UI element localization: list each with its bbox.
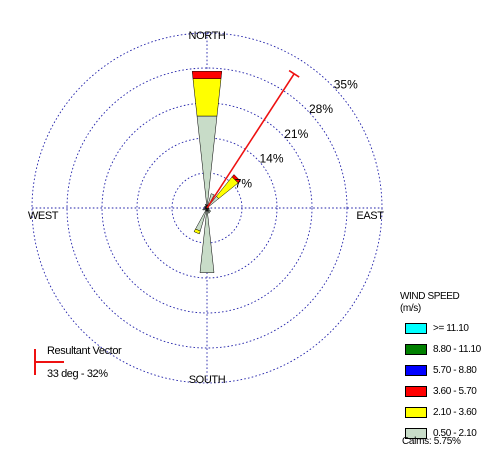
ring-label-1: 7%: [235, 176, 253, 190]
label-west: WEST: [28, 210, 59, 222]
legend-row: 3.60 - 5.70: [400, 381, 490, 402]
resultant-vector-value: 33 deg - 32%: [47, 368, 108, 380]
legend-row: 0.50 - 2.10: [400, 423, 490, 444]
ring-label-3: 21%: [284, 127, 308, 141]
petal-n-2-10-3-60: [192, 78, 222, 117]
legend-title: WIND SPEED: [400, 291, 460, 302]
legend-row: 8.80 - 11.10: [400, 339, 490, 360]
petal-se-0-50-2-10: [206, 207, 212, 213]
legend-row: 5.70 - 8.80: [400, 360, 490, 381]
legend-swatch: [405, 386, 427, 397]
chart-labels: NORTH SOUTH WEST EAST 7% 14%21%28%35%: [28, 30, 385, 386]
legend-row: >= 11.10: [400, 318, 490, 339]
grid-ring-4: [66, 67, 348, 349]
petal-n-0-50-2-10: [196, 115, 218, 209]
label-east: EAST: [356, 210, 384, 222]
label-south: SOUTH: [189, 374, 226, 386]
wind-speed-legend: WIND SPEED (m/s) >= 11.10 8.80 - 11.10 5.7…: [400, 291, 490, 444]
legend-swatch: [405, 428, 427, 439]
legend-units: (m/s): [400, 303, 421, 314]
resultant-vector: [206, 69, 300, 209]
legend-label: 3.60 - 5.70: [433, 386, 477, 397]
legend-swatch: [405, 365, 427, 376]
chart-petals: [191, 71, 241, 273]
ring-label-5: 35%: [334, 77, 358, 91]
resultant-vector-title: Resultant Vector: [47, 345, 122, 357]
legend-row: 2.10 - 3.60: [400, 402, 490, 423]
resultant-vector-legend: Resultant Vector 33 deg - 32%: [34, 344, 154, 380]
legend-label: 0.50 - 2.10: [433, 428, 477, 439]
resultant-vector-symbol-horizontal: [34, 361, 64, 363]
grid-ring-2: [136, 137, 278, 279]
ring-label-2: 14%: [259, 152, 283, 166]
legend-label: 2.10 - 3.60: [433, 407, 477, 418]
petal-wsw-0-50-2-10: [202, 207, 208, 211]
calms-label: Calms: 5.75%: [402, 436, 461, 447]
resultant-vector-line: [206, 73, 295, 209]
legend-swatch: [405, 323, 427, 334]
legend-label: >= 11.10: [433, 323, 469, 334]
legend-swatch: [405, 344, 427, 355]
petal-s-0-50-2-10: [199, 207, 215, 273]
petal-sse-0-50-2-10: [206, 207, 210, 214]
legend-label: 5.70 - 8.80: [433, 365, 477, 376]
ring-label-4: 28%: [309, 102, 333, 116]
legend-rows: >= 11.10 8.80 - 11.10 5.70 - 8.80 3.60 - 5.…: [400, 318, 490, 444]
petal-n-3-60-5-70: [191, 71, 223, 80]
legend-swatch: [405, 407, 427, 418]
petal-ssw-2-10-3-60: [193, 228, 201, 235]
legend-label: 8.80 - 11.10: [433, 344, 481, 355]
resultant-vector-cap: [288, 69, 300, 78]
petal-ne-3-60-5-70: [231, 174, 241, 184]
label-north: NORTH: [189, 30, 226, 42]
petal-nnw-0-50-2-10: [204, 203, 208, 209]
